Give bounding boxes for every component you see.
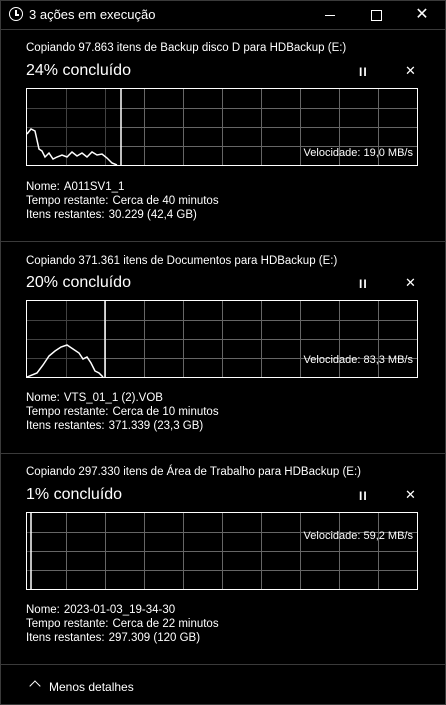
clock-icon — [9, 7, 23, 21]
items-value: 30.229 (42,4 GB) — [108, 209, 197, 221]
items-label: Itens restantes: — [26, 420, 105, 432]
operation-header: Copiando 97.863 itens de Backup disco D … — [26, 42, 347, 54]
percent-complete: 24% concluído — [26, 62, 131, 79]
time-label: Tempo restante: — [26, 406, 109, 418]
maximize-icon — [370, 9, 382, 21]
name-row: Nome: VTS_01_1 (2).VOB — [26, 391, 219, 405]
operation-panel-2: Copiando 371.361 itens de Documentos par… — [1, 241, 445, 453]
operation-details: Nome: VTS_01_1 (2).VOB Tempo restante: Cer… — [26, 391, 219, 433]
items-value: 371.339 (23,3 GB) — [108, 420, 204, 432]
speed-graph-svg — [27, 89, 417, 165]
speed-trace — [27, 344, 104, 377]
minimize-button[interactable] — [307, 1, 353, 29]
close-button[interactable]: ✕ — [399, 1, 445, 29]
speed-graph: Velocidade: 19,0 MB/s — [26, 88, 418, 166]
name-row: Nome: A011SV1_1 — [26, 180, 219, 194]
pause-button[interactable]: II — [359, 277, 368, 291]
cancel-button[interactable]: ✕ — [405, 487, 416, 502]
time-row: Tempo restante: Cerca de 22 minutos — [26, 617, 219, 631]
time-row: Tempo restante: Cerca de 40 minutos — [26, 194, 219, 208]
progress-fill — [27, 513, 31, 589]
less-details-button[interactable]: Menos detalhes — [1, 664, 445, 705]
speed-readout: Velocidade: 59,2 MB/s — [303, 530, 413, 542]
speed-graph: Velocidade: 83,3 MB/s — [26, 300, 418, 378]
operation-panel-3: Copiando 297.330 itens de Área de Trabal… — [1, 453, 445, 664]
percent-complete: 1% concluído — [26, 486, 123, 503]
operation-panel-1: Copiando 97.863 itens de Backup disco D … — [1, 29, 445, 241]
time-label: Tempo restante: — [26, 618, 109, 630]
pause-button[interactable]: II — [359, 65, 368, 79]
speed-graph: Velocidade: 59,2 MB/s — [26, 512, 418, 590]
speed-trace — [27, 128, 118, 165]
progress-fill — [27, 301, 105, 377]
minimize-icon — [325, 14, 335, 16]
title-bar[interactable]: 3 ações em execução ✕ — [1, 1, 445, 29]
time-value: Cerca de 40 minutos — [112, 195, 219, 207]
window-title: 3 ações em execução — [29, 7, 156, 22]
pause-button[interactable]: II — [359, 489, 368, 503]
close-icon: ✕ — [415, 6, 429, 23]
items-row: Itens restantes: 297.309 (120 GB) — [26, 631, 219, 645]
name-row: Nome: 2023-01-03_19-34-30 — [26, 603, 219, 617]
name-label: Nome: — [26, 181, 60, 193]
operation-details: Nome: A011SV1_1 Tempo restante: Cerca de 4… — [26, 180, 219, 222]
items-label: Itens restantes: — [26, 209, 105, 221]
name-value: A011SV1_1 — [63, 181, 125, 193]
operation-header: Copiando 371.361 itens de Documentos par… — [26, 255, 338, 267]
items-row: Itens restantes: 30.229 (42,4 GB) — [26, 208, 219, 222]
name-label: Nome: — [26, 604, 60, 616]
chevron-up-icon — [29, 680, 41, 692]
cancel-button[interactable]: ✕ — [405, 63, 416, 78]
speed-readout: Velocidade: 19,0 MB/s — [303, 147, 413, 159]
percent-complete: 20% concluído — [26, 274, 131, 291]
operation-header: Copiando 297.330 itens de Área de Trabal… — [26, 466, 361, 478]
time-label: Tempo restante: — [26, 195, 109, 207]
time-value: Cerca de 10 minutos — [112, 406, 219, 418]
less-details-label: Menos detalhes — [49, 680, 134, 694]
name-label: Nome: — [26, 392, 60, 404]
time-row: Tempo restante: Cerca de 10 minutos — [26, 405, 219, 419]
cancel-button[interactable]: ✕ — [405, 275, 416, 290]
operation-details: Nome: 2023-01-03_19-34-30 Tempo restante:… — [26, 603, 219, 645]
name-value: VTS_01_1 (2).VOB — [63, 392, 163, 404]
name-value: 2023-01-03_19-34-30 — [63, 604, 176, 616]
items-row: Itens restantes: 371.339 (23,3 GB) — [26, 419, 219, 433]
items-label: Itens restantes: — [26, 632, 105, 644]
speed-readout: Velocidade: 83,3 MB/s — [303, 354, 413, 366]
items-value: 297.309 (120 GB) — [108, 632, 201, 644]
speed-graph-svg — [27, 301, 417, 377]
divider — [1, 453, 445, 454]
maximize-button[interactable] — [353, 1, 399, 29]
divider — [1, 241, 445, 242]
time-value: Cerca de 22 minutos — [112, 618, 219, 630]
speed-graph-svg — [27, 513, 417, 589]
divider — [1, 29, 445, 30]
